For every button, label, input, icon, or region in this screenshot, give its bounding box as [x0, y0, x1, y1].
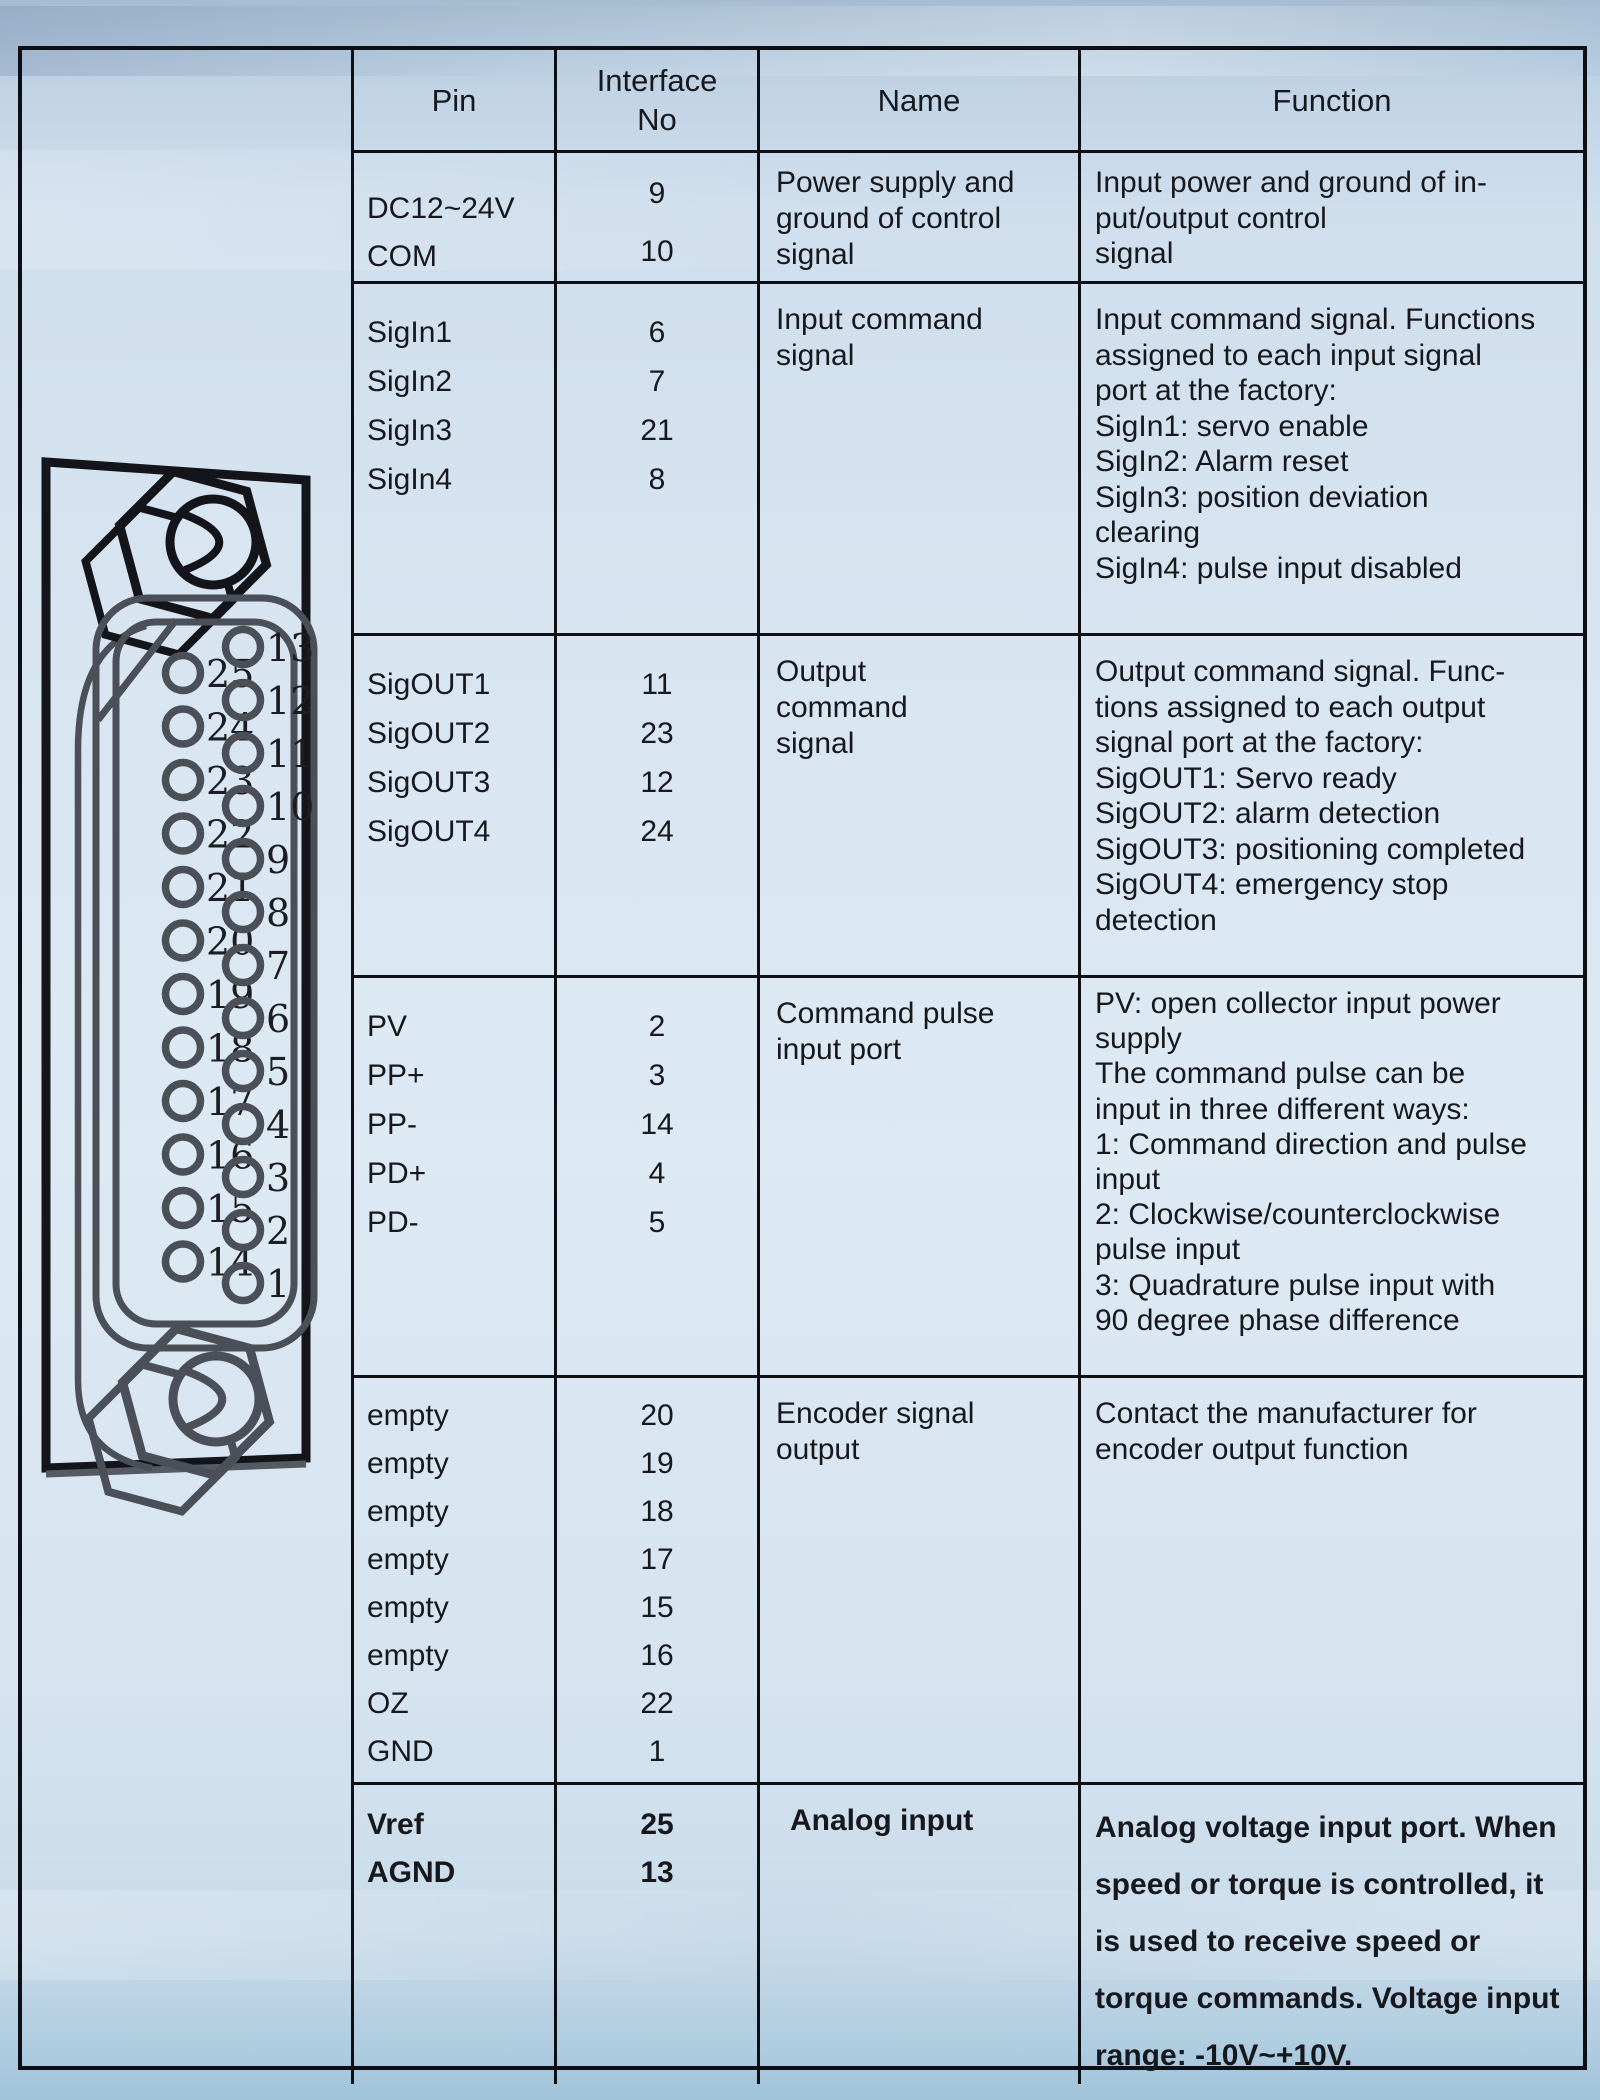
svg-text:13: 13	[266, 626, 314, 670]
svg-text:8: 8	[266, 891, 290, 935]
svg-text:6: 6	[266, 997, 290, 1041]
svg-text:9: 9	[266, 838, 290, 882]
svg-text:5: 5	[266, 1050, 290, 1094]
pin-names: DC12~24V COM	[351, 150, 554, 281]
interface-numbers: 6 7 21 8	[554, 281, 757, 633]
signal-function: Input power and ground of in- put/output…	[1078, 150, 1583, 281]
interface-numbers: 25 13	[554, 1782, 757, 2084]
signal-function: PV: open collector input power supply Th…	[1078, 975, 1583, 1375]
col-header-name: Name	[757, 50, 1078, 150]
svg-text:4: 4	[266, 1103, 290, 1147]
signal-function: Contact the manufacturer for encoder out…	[1078, 1375, 1583, 1782]
svg-text:12: 12	[266, 679, 314, 723]
signal-name: Input command signal	[757, 281, 1078, 633]
pin-names: SigIn1 SigIn2 SigIn3 SigIn4	[351, 281, 554, 633]
db25-connector-illustration: 2524232221201918171615141312111098765432…	[41, 457, 318, 1516]
interface-numbers: 11 23 12 24	[554, 633, 757, 975]
pin-names: Vref AGND	[351, 1782, 554, 2084]
shell-outline	[74, 622, 153, 1472]
interface-numbers: 9 10	[554, 150, 757, 281]
signal-function: Input command signal. Functions assigned…	[1078, 281, 1583, 633]
svg-text:3: 3	[266, 1156, 290, 1200]
pin-names: empty empty empty empty empty empty OZ G…	[351, 1375, 554, 1782]
signal-name: Command pulse input port	[757, 975, 1078, 1375]
top-screw-nut	[81, 466, 272, 659]
svg-text:1: 1	[266, 1262, 290, 1306]
connector-cell: 25 24 23 22 21 20 19 18 17 16 15 14 13 12 11 10 9 8 7 6 5 4 3 2…	[22, 50, 351, 2084]
pin-names: SigOUT1 SigOUT2 SigOUT3 SigOUT4	[351, 633, 554, 975]
col-header-function: Function	[1078, 50, 1583, 150]
svg-text:11: 11	[266, 732, 314, 776]
panel-outline	[41, 457, 311, 1473]
signal-function: Output command signal. Func- tions assig…	[1078, 633, 1583, 975]
screw-slot	[181, 510, 224, 574]
screw-head	[165, 494, 261, 590]
dsub-outer-face	[92, 594, 318, 1352]
dsub-inner-face	[112, 618, 298, 1328]
bottom-screw-nut	[84, 1323, 275, 1516]
pin-function-table: 25 24 23 22 21 20 19 18 17 16 15 14 13 12 11 10 9 8 7 6 5 4 3 2…	[18, 46, 1587, 2084]
pin-names: PV PP+ PP- PD+ PD-	[351, 975, 554, 1375]
signal-name: Power supply and ground of control signa…	[757, 150, 1078, 281]
screw-slot	[184, 1367, 227, 1431]
col-header-pin: Pin	[351, 50, 554, 150]
svg-text:2: 2	[266, 1209, 290, 1253]
signal-name: Output command signal	[757, 633, 1078, 975]
interface-numbers: 20 19 18 17 15 16 22 1	[554, 1375, 757, 1782]
signal-name: Encoder signal output	[757, 1375, 1078, 1782]
col-header-interface-no: Interface No	[554, 50, 757, 150]
interface-numbers: 2 3 14 4 5	[554, 975, 757, 1375]
screw-head	[168, 1351, 264, 1447]
svg-text:7: 7	[266, 944, 290, 988]
signal-name: Analog input	[757, 1782, 1078, 2084]
svg-text:10: 10	[266, 785, 314, 829]
pin-field: 2524232221201918171615141312111098765432…	[161, 625, 314, 1306]
dsub-chamfer	[95, 617, 179, 723]
signal-function: Analog voltage input port. When speed or…	[1078, 1782, 1583, 2084]
